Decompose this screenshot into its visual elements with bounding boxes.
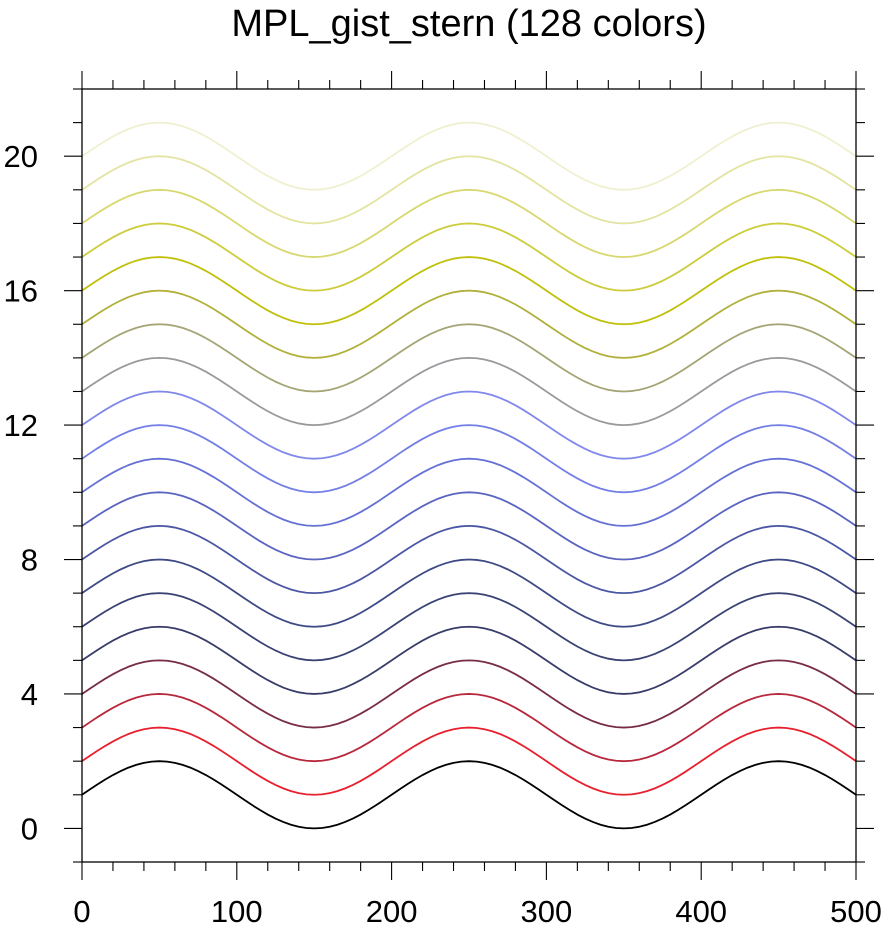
series-line-14 xyxy=(81,289,857,359)
series-line-13 xyxy=(81,323,857,393)
series-line-4 xyxy=(81,625,857,695)
y-tick-label: 0 xyxy=(21,811,38,846)
x-tick-label: 100 xyxy=(211,894,263,929)
chart-title: MPL_gist_stern (128 colors) xyxy=(231,3,706,45)
x-tick-label: 500 xyxy=(830,894,882,929)
series-line-15 xyxy=(81,256,857,326)
series-line-16 xyxy=(81,222,857,292)
series-line-9 xyxy=(81,457,857,527)
x-tick-label: 400 xyxy=(675,894,727,929)
series-line-12 xyxy=(81,356,857,426)
x-tick-label: 200 xyxy=(366,894,418,929)
series-line-5 xyxy=(81,592,857,662)
series-line-18 xyxy=(81,155,857,225)
series-line-8 xyxy=(81,491,857,561)
ticks-layer xyxy=(64,71,874,880)
series-line-17 xyxy=(81,188,857,258)
series-line-7 xyxy=(81,525,857,595)
series-line-1 xyxy=(81,726,857,796)
series-line-6 xyxy=(81,558,857,628)
y-tick-label: 20 xyxy=(4,139,38,174)
series-line-0 xyxy=(81,760,857,830)
y-tick-label: 4 xyxy=(21,677,38,712)
series-line-3 xyxy=(81,659,857,729)
series-line-10 xyxy=(81,424,857,494)
x-tick-label: 300 xyxy=(521,894,573,929)
y-tick-label: 16 xyxy=(4,274,38,309)
series-line-2 xyxy=(81,693,857,763)
x-tick-label: 0 xyxy=(73,894,90,929)
series-layer xyxy=(81,121,857,830)
y-tick-label: 12 xyxy=(4,408,38,443)
series-line-11 xyxy=(81,390,857,460)
tick-labels-layer: 0 100 200 300 400 500 0 4 8 12 16 20 xyxy=(4,139,882,929)
y-tick-label: 8 xyxy=(21,543,38,578)
series-line-19 xyxy=(81,121,857,191)
plot-frame xyxy=(81,88,857,863)
